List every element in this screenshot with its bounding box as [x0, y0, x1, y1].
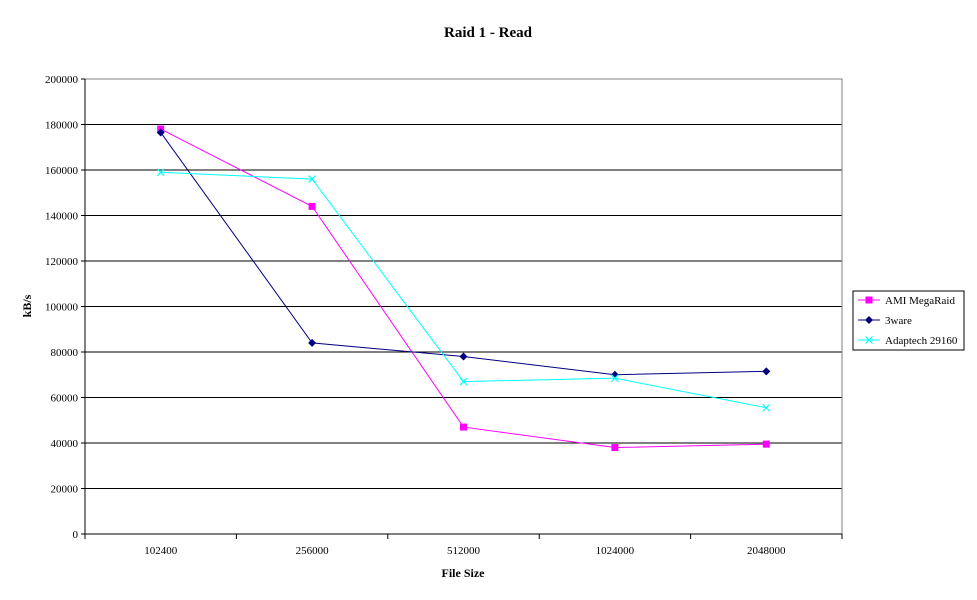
- y-axis-title: kB/s: [20, 294, 34, 317]
- legend-label: AMI MegaRaid: [885, 295, 955, 307]
- y-tick-label: 160000: [45, 165, 79, 177]
- y-tick-label: 140000: [45, 211, 79, 223]
- axes: [81, 78, 843, 539]
- data-point: [459, 352, 468, 361]
- data-point: [762, 403, 771, 412]
- data-point: [460, 423, 467, 431]
- data-point: [611, 444, 619, 452]
- legend-entry: 3ware: [858, 315, 912, 327]
- y-tick-label: 120000: [45, 256, 79, 268]
- series-1: [156, 128, 771, 379]
- series: [156, 125, 771, 452]
- y-tick-label: 80000: [51, 347, 79, 359]
- data-point: [308, 202, 316, 210]
- x-axis-title: File Size: [442, 566, 486, 580]
- y-tick-label: 200000: [45, 74, 79, 86]
- data-point: [156, 128, 165, 137]
- data-point: [610, 374, 619, 383]
- x-tick-labels: 102400 256000 512000 1024000 2048000: [144, 545, 786, 557]
- legend-entry: AMI MegaRaid: [858, 295, 955, 307]
- series-0: [157, 125, 770, 452]
- data-point: [459, 377, 468, 386]
- y-tick-label: 20000: [51, 484, 79, 496]
- data-point: [308, 175, 317, 184]
- x-tick-label: 1024000: [596, 545, 635, 557]
- legend-marker: [865, 296, 873, 304]
- y-tick-label: 0: [73, 529, 79, 541]
- x-tick-label: 102400: [144, 545, 178, 557]
- x-tick-label: 512000: [447, 545, 481, 557]
- x-tick-label: 2048000: [747, 545, 786, 557]
- x-tick-label: 256000: [296, 545, 330, 557]
- chart-title: Raid 1 - Read: [444, 25, 533, 41]
- legend-entry: Adaptech 29160: [858, 335, 958, 347]
- y-tick-label: 60000: [51, 393, 79, 405]
- y-tick-labels: 0 20000 40000 60000 80000 100000 120000 140000 1…: [45, 74, 79, 541]
- data-point: [308, 338, 317, 347]
- series-line: [160, 132, 767, 376]
- series-2: [156, 168, 771, 412]
- legend-label: Adaptech 29160: [885, 335, 958, 347]
- legend-label: 3ware: [885, 315, 912, 327]
- y-tick-label: 180000: [45, 120, 79, 132]
- legend: AMI MegaRaid 3ware Adaptech 29160: [852, 290, 965, 351]
- legend-marker: [865, 316, 873, 324]
- data-point: [762, 367, 771, 376]
- legend-marker: [865, 336, 873, 344]
- series-line: [160, 171, 767, 409]
- data-point: [156, 168, 165, 177]
- y-tick-label: 40000: [51, 438, 79, 450]
- y-tick-label: 100000: [45, 302, 79, 314]
- data-point: [762, 440, 770, 448]
